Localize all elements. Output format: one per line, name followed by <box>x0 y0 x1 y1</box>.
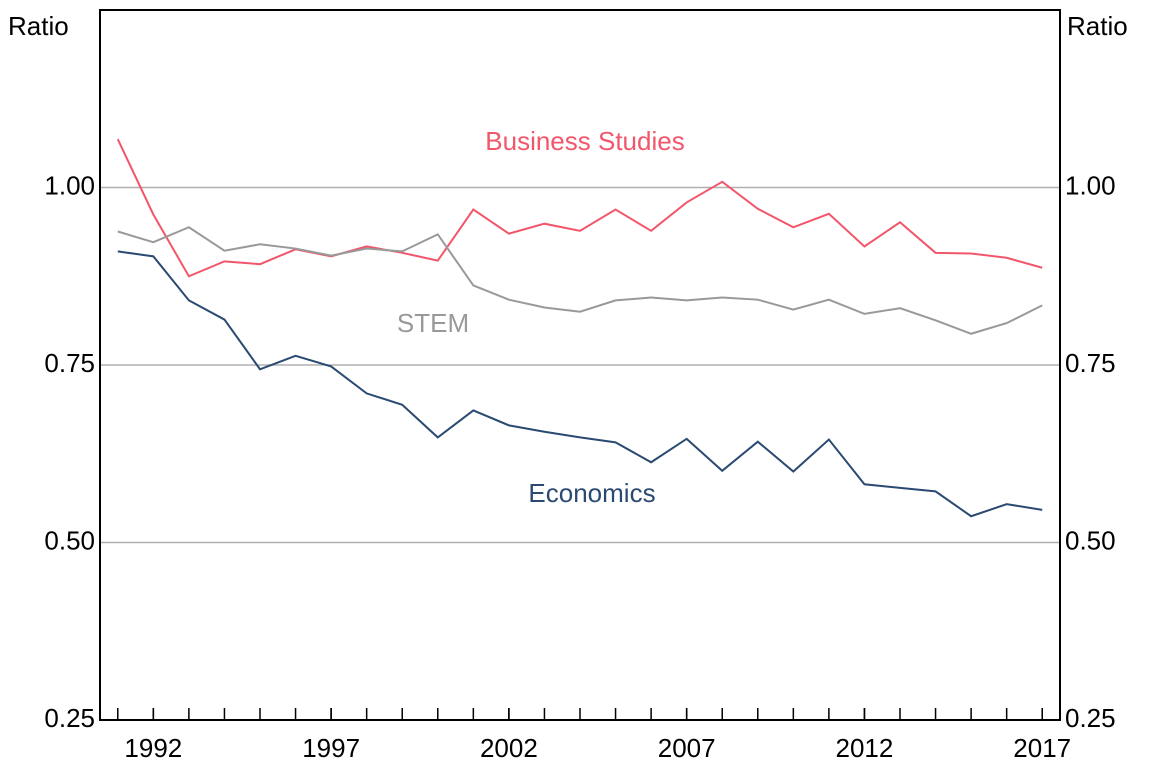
x-tick-label: 1992 <box>124 733 182 763</box>
y2-tick-label: 0.75 <box>1065 348 1116 378</box>
y2-tick-label: 1.00 <box>1065 170 1116 200</box>
y2-axis-label: Ratio <box>1067 11 1128 41</box>
y-tick-label: 0.75 <box>44 348 95 378</box>
y-tick-label: 0.25 <box>44 703 95 733</box>
x-tick-label: 2007 <box>658 733 716 763</box>
series-label: Economics <box>528 478 655 508</box>
y-tick-label: 0.50 <box>44 525 95 555</box>
series-label: STEM <box>397 308 469 338</box>
x-tick-label: 2017 <box>1013 733 1071 763</box>
series-label: Business Studies <box>485 126 684 156</box>
series-line <box>117 226 1043 335</box>
x-tick-label: 2012 <box>836 733 894 763</box>
y2-tick-label: 0.25 <box>1065 703 1116 733</box>
x-tick-label: 1997 <box>302 733 360 763</box>
series-line <box>116 138 1043 278</box>
x-tick-label: 2002 <box>480 733 538 763</box>
y2-tick-label: 0.50 <box>1065 525 1116 555</box>
y-axis-label: Ratio <box>8 11 69 41</box>
series-line <box>117 250 1043 518</box>
y-tick-label: 1.00 <box>44 170 95 200</box>
plot-frame <box>99 9 1061 721</box>
